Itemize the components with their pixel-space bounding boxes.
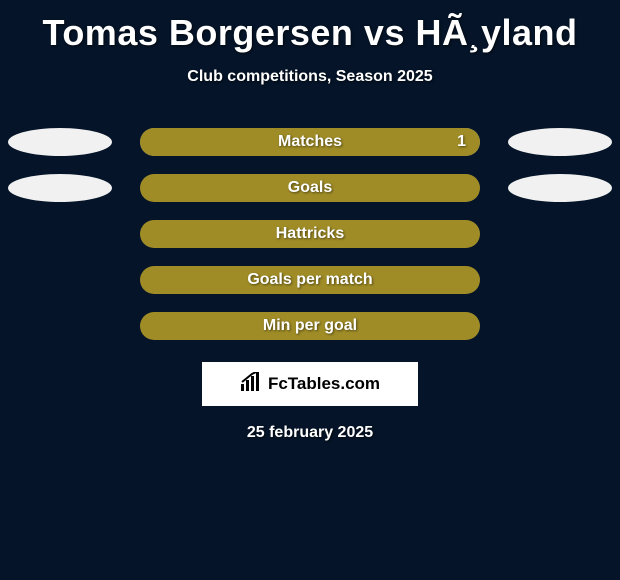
page-title: Tomas Borgersen vs HÃ¸yland xyxy=(0,0,620,54)
stat-row: Hattricks xyxy=(0,220,620,248)
logo-box: FcTables.com xyxy=(202,362,418,406)
stat-bar-value: 1 xyxy=(457,133,466,151)
stat-bar-label: Min per goal xyxy=(263,317,357,335)
stat-bar: Goals xyxy=(140,174,480,202)
ellipse-spacer xyxy=(508,312,612,340)
stat-bar-label: Matches xyxy=(278,133,342,151)
ellipse-spacer xyxy=(8,220,112,248)
stat-bar: Goals per match xyxy=(140,266,480,294)
ellipse-spacer xyxy=(8,266,112,294)
date-label: 25 february 2025 xyxy=(0,424,620,442)
right-ellipse xyxy=(508,174,612,202)
stat-row: Goals xyxy=(0,174,620,202)
left-ellipse xyxy=(8,128,112,156)
stat-row: Matches 1 xyxy=(0,128,620,156)
stat-row: Goals per match xyxy=(0,266,620,294)
stat-bar: Hattricks xyxy=(140,220,480,248)
stat-bar: Matches 1 xyxy=(140,128,480,156)
logo-chart-icon xyxy=(240,372,262,397)
left-ellipse xyxy=(8,174,112,202)
ellipse-spacer xyxy=(508,266,612,294)
logo-text: FcTables.com xyxy=(268,374,380,394)
stat-rows: Matches 1 Goals Hattricks Goals per match Min… xyxy=(0,128,620,340)
stat-bar-label: Goals per match xyxy=(247,271,372,289)
ellipse-spacer xyxy=(8,312,112,340)
ellipse-spacer xyxy=(508,220,612,248)
right-ellipse xyxy=(508,128,612,156)
page-subtitle: Club competitions, Season 2025 xyxy=(0,68,620,86)
stat-bar-label: Hattricks xyxy=(276,225,344,243)
stat-bar-label: Goals xyxy=(288,179,332,197)
stat-row: Min per goal xyxy=(0,312,620,340)
stat-bar: Min per goal xyxy=(140,312,480,340)
